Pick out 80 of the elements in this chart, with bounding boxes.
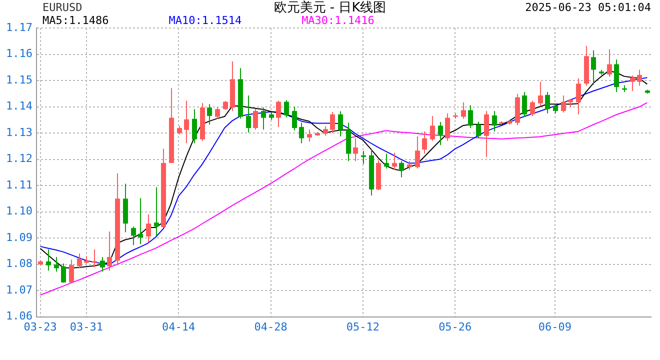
candlestick — [207, 104, 212, 126]
candlestick — [253, 108, 258, 130]
candlestick — [92, 248, 97, 268]
candlestick — [61, 263, 66, 284]
candlestick — [384, 153, 389, 169]
x-tick-label: 05-12 — [346, 320, 380, 334]
y-tick-label: 1.06 — [6, 310, 32, 323]
candlestick — [261, 107, 266, 130]
x-tick-label: 05-26 — [438, 320, 472, 334]
candlestick — [630, 75, 635, 92]
candlestick — [138, 198, 143, 245]
candlestick — [422, 130, 427, 154]
text: MA30:1.1416 — [302, 14, 374, 27]
candlestick — [591, 50, 596, 86]
candlestick — [430, 115, 435, 142]
candlestick — [292, 106, 297, 131]
y-tick-label: 1.11 — [6, 178, 32, 192]
y-tick-label: 1.07 — [6, 283, 32, 296]
candlestick — [492, 110, 497, 132]
candlestick — [576, 78, 581, 115]
candlestick — [276, 100, 281, 128]
x-tick-label: 06-09 — [538, 320, 572, 334]
chart-subtitle: EURUSD — [42, 0, 82, 14]
candlestick — [100, 256, 105, 272]
candlestick — [607, 48, 612, 78]
candlestick — [215, 107, 220, 120]
candlestick — [545, 92, 550, 114]
candlestick — [361, 150, 366, 164]
y-tick-label: 1.08 — [6, 257, 32, 270]
y-tick-label: 1.10 — [6, 204, 32, 218]
candlestick — [438, 121, 443, 146]
y-tick-label: 1.09 — [6, 230, 32, 244]
candlestick — [131, 226, 136, 246]
candlestick — [530, 100, 535, 116]
candlestick — [484, 110, 489, 158]
candlestick — [392, 152, 397, 170]
text: MA10:1.1514 — [168, 14, 242, 27]
candlestick — [146, 214, 151, 243]
candlestick — [399, 160, 404, 178]
candlestick — [307, 129, 312, 142]
candlestick — [637, 69, 642, 86]
candlestick — [522, 92, 527, 118]
candlestick — [614, 59, 619, 93]
candlestick — [69, 259, 74, 284]
candlestick — [476, 121, 481, 139]
y-tick-label: 1.16 — [6, 47, 32, 60]
candlestick — [338, 110, 343, 137]
x-tick-label: 04-14 — [162, 320, 196, 334]
text: 2025-06-23 05:01:04 — [525, 0, 652, 14]
y-tick-label: 1.13 — [6, 126, 32, 139]
y-tick-label: 1.15 — [6, 73, 32, 86]
candlestick — [538, 81, 543, 106]
y-tick-label: 1.17 — [6, 20, 32, 34]
candlestick — [445, 112, 450, 142]
candlestick — [353, 138, 358, 162]
candlestick — [461, 102, 466, 120]
candlestick — [154, 186, 159, 236]
candlestick — [415, 136, 420, 169]
candlestick — [246, 94, 251, 133]
candlestick — [346, 122, 351, 162]
candlestick — [553, 104, 558, 114]
candlestick — [468, 104, 473, 129]
x-tick-label: 03-23 — [24, 320, 57, 334]
candlestick — [77, 253, 82, 269]
candlestick — [192, 108, 197, 144]
y-tick-label: 1.12 — [6, 152, 32, 166]
candlestick — [54, 256, 59, 272]
candlestick — [299, 122, 304, 144]
candlestick — [284, 100, 289, 118]
candlestick — [330, 112, 335, 134]
candlestick — [323, 126, 328, 136]
candlestick — [46, 248, 51, 272]
chart-title: 欧元美元 - 日K线图 — [274, 0, 386, 16]
candlestick — [561, 94, 566, 114]
x-tick-label: 03-31 — [70, 320, 103, 334]
x-tick-label: 04-28 — [254, 320, 288, 334]
text: MA5:1.1486 — [42, 14, 109, 27]
candlestick — [107, 230, 112, 272]
candlestick — [184, 100, 189, 144]
y-tick-label: 1.14 — [6, 100, 33, 113]
